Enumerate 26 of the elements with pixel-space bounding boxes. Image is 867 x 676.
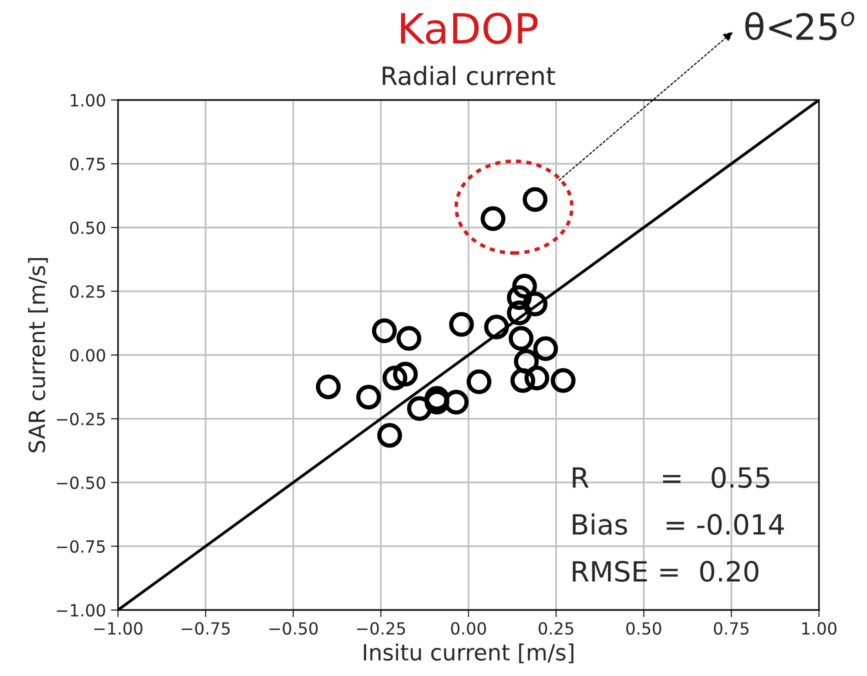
y-axis-title: SAR current [m/s] (28, 258, 48, 452)
y-tick-label: −0.25 (56, 412, 105, 426)
y-tick-label: 0.25 (70, 285, 105, 298)
annotation: RMSE = 0.20 (572, 560, 758, 582)
x-axis-title: Insitu current [m/s] (364, 643, 574, 664)
text: θ<25$^{o}$ (745, 12, 854, 40)
chart-subtitle: Radial current (382, 66, 556, 86)
y-tick-label: −0.75 (56, 540, 105, 553)
x-tick-label: 0.75 (714, 622, 748, 635)
x-tick-label: −0.75 (182, 622, 230, 635)
x-tick-label: −1.00 (94, 622, 142, 635)
x-tick-label: 1.00 (802, 622, 836, 635)
chart-title: KaDOP (401, 12, 538, 44)
y-tick-label: 0.00 (70, 348, 106, 362)
x-tick-label: 0.50 (626, 622, 662, 635)
x-tick-label: −0.50 (269, 622, 318, 635)
y-tick-label: 0.75 (70, 158, 105, 170)
y-tick-label: −0.50 (56, 476, 106, 490)
x-tick-label: −0.25 (357, 622, 405, 635)
x-tick-label: 0.00 (451, 622, 486, 635)
annotation: Bias = -0.014 (572, 513, 784, 535)
x-tick-label: 0.25 (538, 622, 574, 635)
annotation: R = 0.55 (572, 467, 770, 488)
y-tick-label: −1.00 (56, 604, 106, 617)
y-tick-label: 1.00 (70, 94, 106, 107)
y-tick-label: 0.50 (70, 221, 106, 234)
